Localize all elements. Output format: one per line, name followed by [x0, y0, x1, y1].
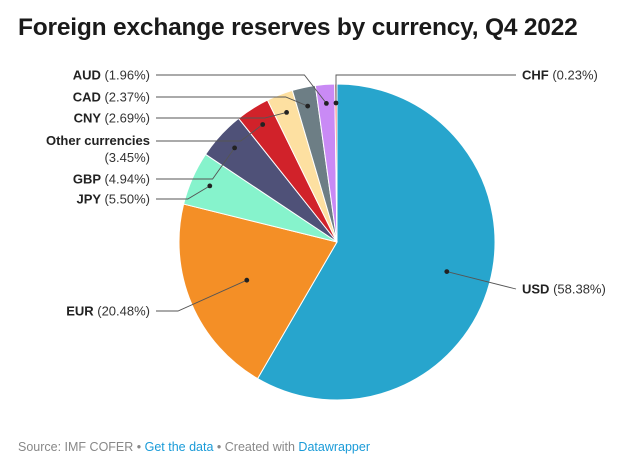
leader-dot-usd — [444, 269, 450, 274]
slice-labels: USD (58.38%) EUR (20.48%) JPY (5.50%) GBP (… — [46, 68, 606, 319]
leader-line-aud — [156, 74, 327, 104]
leader-dot-cad — [305, 103, 311, 109]
label-jpy: JPY (5.50%) — [77, 192, 150, 207]
slice-usd[interactable] — [256, 83, 496, 401]
leader-line-jpy — [156, 185, 211, 200]
label-cad: CAD (2.37%) — [73, 90, 150, 105]
leader-dot-jpy — [207, 183, 213, 189]
footer: Source: IMF COFER • Get the data • Creat… — [18, 440, 370, 454]
leader-line-gbp — [156, 147, 235, 180]
leader-dot-other-currencies — [260, 122, 266, 127]
label-aud: AUD (1.96%) — [73, 68, 150, 83]
leader-line-usd — [446, 271, 517, 290]
leader-line-cny — [156, 111, 287, 119]
pie-slices — [178, 83, 496, 401]
label-other-currencies: Other currencies (3.45%) — [46, 133, 150, 165]
leader-line-other-currencies — [156, 124, 263, 142]
label-chf: CHF (0.23%) — [522, 68, 598, 83]
leader-dot-eur — [244, 277, 250, 283]
source-text: Source: IMF COFER — [18, 440, 134, 454]
label-eur: EUR (20.48%) — [66, 304, 150, 319]
leader-lines — [156, 74, 517, 312]
slice-eur[interactable] — [178, 203, 338, 380]
leader-line-eur — [156, 279, 247, 312]
get-data-link[interactable]: Get the data — [144, 440, 214, 454]
leader-dot-cny — [284, 110, 289, 115]
datawrapper-link[interactable]: Datawrapper — [298, 440, 370, 454]
leader-line-chf — [335, 74, 516, 103]
chart-title: Foreign exchange reserves by currency, Q… — [18, 14, 578, 41]
created-with-text: Created with — [224, 440, 299, 454]
leader-dot-chf — [333, 100, 339, 106]
label-usd: USD (58.38%) — [522, 282, 606, 297]
label-gbp: GBP (4.94%) — [73, 172, 150, 187]
leader-line-cad — [156, 96, 308, 107]
leader-dot-gbp — [232, 145, 238, 151]
label-cny: CNY (2.69%) — [74, 111, 150, 126]
leader-dot-aud — [324, 101, 329, 106]
